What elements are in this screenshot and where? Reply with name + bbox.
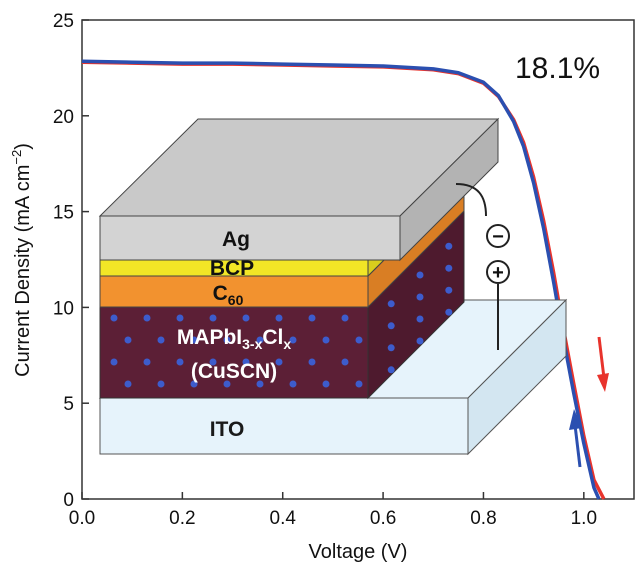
dopant-dot <box>143 358 151 366</box>
perovskite-label: MAPbI3-xClx <box>177 326 292 352</box>
dopant-dot <box>289 336 297 344</box>
dopant-dot <box>209 358 217 366</box>
dopant-dot <box>223 336 231 344</box>
y-tick-label: 20 <box>53 107 74 128</box>
x-axis-title: Voltage (V) <box>309 541 408 563</box>
y-axis: 0 5 10 15 20 25 <box>53 11 89 511</box>
dopant-dot <box>110 358 118 366</box>
dopant-dot <box>387 366 395 374</box>
c60-front-face <box>99 275 369 308</box>
dopant-dot <box>190 336 198 344</box>
dopant-dot <box>308 358 316 366</box>
dopant-dot <box>242 314 250 322</box>
perovskite-dopant-label: (CuSCN) <box>191 360 277 383</box>
x-tick-label: 1.0 <box>571 508 597 529</box>
y-axis-title: Current Density (mA cm−2) <box>9 143 34 377</box>
device-schematic: Ag BCP C60 MAPbI3-xClx (CuSCN) ITO − + <box>98 117 568 456</box>
dopant-dot <box>190 380 198 388</box>
dopant-dot <box>387 344 395 352</box>
dopant-dot <box>110 314 118 322</box>
y-tick-label: 10 <box>53 298 74 319</box>
dopant-dot <box>445 264 453 272</box>
dopant-dot <box>124 336 132 344</box>
dopant-dot <box>223 380 231 388</box>
dopant-dot <box>322 380 330 388</box>
dopant-dot <box>416 337 424 345</box>
negative-terminal-icon <box>486 224 510 248</box>
bcp-label: BCP <box>210 257 254 280</box>
efficiency-annotation: 18.1% <box>515 52 600 85</box>
c60-label: C60 <box>213 282 244 308</box>
dopant-dot <box>355 380 363 388</box>
forward-scan-arrow <box>569 409 582 468</box>
positive-terminal-sign: + <box>492 262 504 284</box>
dopant-dot <box>275 314 283 322</box>
dopant-dot <box>256 380 264 388</box>
dopant-dot <box>256 336 264 344</box>
dopant-dot <box>355 336 363 344</box>
x-tick-label: 0.4 <box>270 508 297 529</box>
dopant-dot <box>176 314 184 322</box>
dopant-dot <box>157 380 165 388</box>
dopant-dot <box>308 314 316 322</box>
dopant-dot <box>322 336 330 344</box>
dopant-dot <box>124 380 132 388</box>
y-tick-label: 15 <box>53 203 74 224</box>
dopant-dot <box>157 336 165 344</box>
dopant-dot <box>176 358 184 366</box>
dopant-dot <box>341 358 349 366</box>
series-line-2 <box>81 59 601 500</box>
dopant-dot <box>143 314 151 322</box>
dopant-dot <box>341 314 349 322</box>
x-tick-label: 0.2 <box>169 508 195 529</box>
ag-label: Ag <box>222 228 250 251</box>
dopant-dot <box>416 271 424 279</box>
ito-label: ITO <box>210 418 245 441</box>
plot-frame <box>81 19 635 500</box>
ag-front-face <box>99 215 401 261</box>
dopant-dot <box>275 358 283 366</box>
series-group <box>81 59 606 500</box>
y-tick-label: 5 <box>63 394 74 415</box>
dopant-dot <box>416 293 424 301</box>
y-tick-label: 0 <box>63 490 74 511</box>
x-tick-label: 0.6 <box>370 508 396 529</box>
dopant-dot <box>445 242 453 250</box>
dopant-dot <box>289 380 297 388</box>
positive-terminal-icon <box>486 260 510 284</box>
dopant-dot <box>209 314 217 322</box>
dopant-dot <box>445 308 453 316</box>
negative-terminal-sign: − <box>492 226 504 248</box>
y-tick-label: 25 <box>53 11 74 32</box>
negative-lead <box>455 183 487 217</box>
dopant-dot <box>416 315 424 323</box>
x-tick-label: 0.8 <box>470 508 496 529</box>
dopant-dot <box>242 358 250 366</box>
x-axis: 0.0 0.2 0.4 0.6 0.8 1.0 <box>69 492 597 529</box>
dopant-dot <box>387 300 395 308</box>
dopant-dot <box>387 322 395 330</box>
reverse-scan-arrow <box>597 336 609 392</box>
perovskite-dots <box>110 242 453 388</box>
ito-front-face <box>99 397 469 455</box>
x-tick-label: 0.0 <box>69 508 95 529</box>
dopant-dot <box>445 286 453 294</box>
